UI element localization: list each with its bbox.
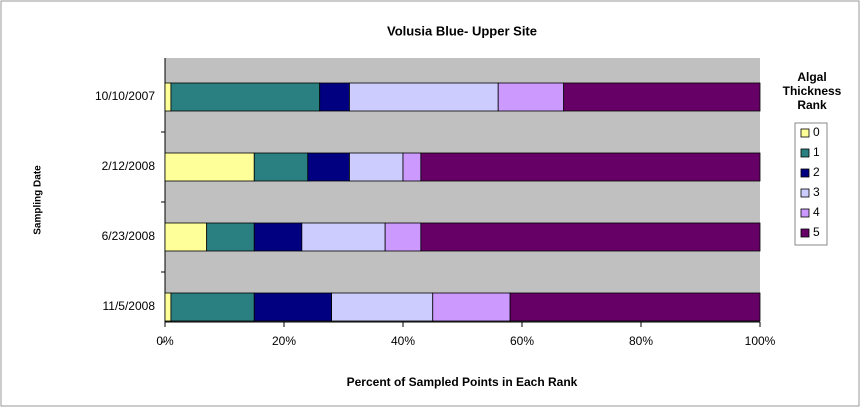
y-axis-label: Sampling Date xyxy=(33,165,44,235)
bar-segment xyxy=(509,292,761,322)
legend-swatch xyxy=(800,128,810,138)
x-tick-label: 80% xyxy=(629,334,653,348)
chart-title: Volusia Blue- Upper Site xyxy=(387,23,537,38)
legend-label: 0 xyxy=(813,125,820,139)
legend-swatch xyxy=(800,208,810,218)
y-tick-label: 11/5/2008 xyxy=(103,299,156,313)
bar-segment xyxy=(253,292,332,322)
bar-segment xyxy=(301,222,386,252)
y-tick-label: 6/23/2008 xyxy=(102,229,156,243)
legend-label: 2 xyxy=(813,165,820,179)
bar-segment xyxy=(420,152,761,182)
legend-swatch xyxy=(800,168,810,178)
bar-segment xyxy=(563,82,761,112)
legend-swatch xyxy=(800,228,810,238)
bar-segment xyxy=(497,82,565,112)
legend-swatch xyxy=(800,188,810,198)
bar-segment xyxy=(402,152,422,182)
bar-segment xyxy=(331,292,434,322)
legend-label: 5 xyxy=(813,225,820,239)
bar-segment xyxy=(349,82,499,112)
legend-box xyxy=(794,122,828,246)
bar-segment xyxy=(319,82,350,112)
x-tick-label: 0% xyxy=(156,334,174,348)
bar-segment xyxy=(253,222,303,252)
x-tick-label: 40% xyxy=(391,334,415,348)
legend-label: 3 xyxy=(813,185,820,199)
y-tick-label: 10/10/2007 xyxy=(95,89,155,103)
bar-segment xyxy=(253,152,309,182)
x-tick-label: 60% xyxy=(510,334,534,348)
legend-label: 4 xyxy=(813,205,820,219)
y-tick-label: 2/12/2008 xyxy=(102,159,156,173)
bar-segment xyxy=(170,292,255,322)
legend-swatch xyxy=(800,148,810,158)
bar-segment xyxy=(170,82,321,112)
bar-segment xyxy=(206,222,255,252)
bar-segment xyxy=(307,152,350,182)
legend-title: Algal Thickness Rank xyxy=(782,70,842,112)
bar-segment xyxy=(164,222,208,252)
bar-segment xyxy=(384,222,422,252)
bar-segment xyxy=(164,152,255,182)
x-tick-label: 20% xyxy=(272,334,296,348)
x-tick-label: 100% xyxy=(745,334,776,348)
bar-segment xyxy=(349,152,404,182)
legend-label: 1 xyxy=(813,145,820,159)
bar-segment xyxy=(420,222,761,252)
bar-segment xyxy=(164,292,172,322)
x-axis-label: Percent of Sampled Points in Each Rank xyxy=(347,375,578,389)
bar-segment xyxy=(164,82,172,112)
bar-segment xyxy=(432,292,511,322)
